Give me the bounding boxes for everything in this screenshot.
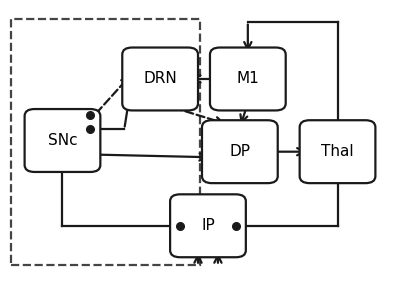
Text: M1: M1 [236,71,259,87]
FancyBboxPatch shape [25,109,100,172]
FancyBboxPatch shape [210,47,286,110]
Text: Thal: Thal [321,144,354,159]
FancyBboxPatch shape [202,120,278,183]
Bar [11,19,200,265]
FancyBboxPatch shape [122,47,198,110]
Text: SNc: SNc [48,133,77,148]
Text: DP: DP [229,144,250,159]
Text: DRN: DRN [143,71,177,87]
FancyBboxPatch shape [300,120,375,183]
FancyBboxPatch shape [170,194,246,257]
Text: IP: IP [201,218,215,233]
